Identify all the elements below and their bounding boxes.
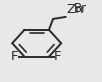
Text: Zn: Zn (66, 4, 84, 16)
Text: F: F (54, 50, 62, 63)
Text: F: F (11, 50, 18, 63)
Text: Br: Br (73, 2, 87, 15)
